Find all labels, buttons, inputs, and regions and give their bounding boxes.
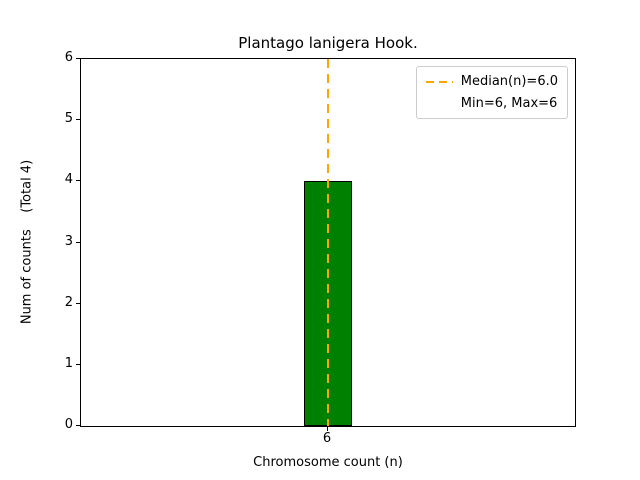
y-tick-mark — [76, 119, 80, 121]
blank-handle — [426, 103, 453, 105]
y-tick-label: 3 — [64, 233, 73, 249]
plot-area: Median(n)=6.0 Min=6, Max=6 — [80, 58, 576, 427]
y-tick-mark — [76, 363, 80, 365]
y-tick-mark — [76, 241, 80, 243]
legend-label-minmax: Min=6, Max=6 — [460, 96, 558, 111]
y-tick-label: 6 — [64, 50, 73, 65]
y-tick-label: 2 — [64, 294, 73, 310]
legend-entry-median: Median(n)=6.0 — [425, 74, 558, 89]
y-tick-label: 1 — [64, 355, 73, 371]
y-tick-mark — [76, 58, 80, 59]
dashed-line-icon — [425, 80, 453, 83]
median-line — [327, 59, 329, 426]
y-tick-label: 4 — [64, 172, 73, 188]
y-tick-mark — [76, 425, 80, 426]
y-tick-mark — [76, 180, 80, 182]
x-axis-label: Chromosome count (n) — [253, 455, 403, 470]
x-tick-mark — [327, 427, 328, 431]
y-tick-mark — [76, 302, 80, 304]
legend: Median(n)=6.0 Min=6, Max=6 — [415, 66, 568, 119]
legend-label-median: Median(n)=6.0 — [460, 74, 558, 89]
y-tick-label: 5 — [64, 111, 73, 127]
legend-entry-minmax: Min=6, Max=6 — [426, 96, 558, 111]
x-tick-label: 6 — [322, 431, 332, 446]
y-tick-label: 0 — [64, 417, 73, 432]
chart-title: Plantago lanigera Hook. — [238, 34, 418, 52]
